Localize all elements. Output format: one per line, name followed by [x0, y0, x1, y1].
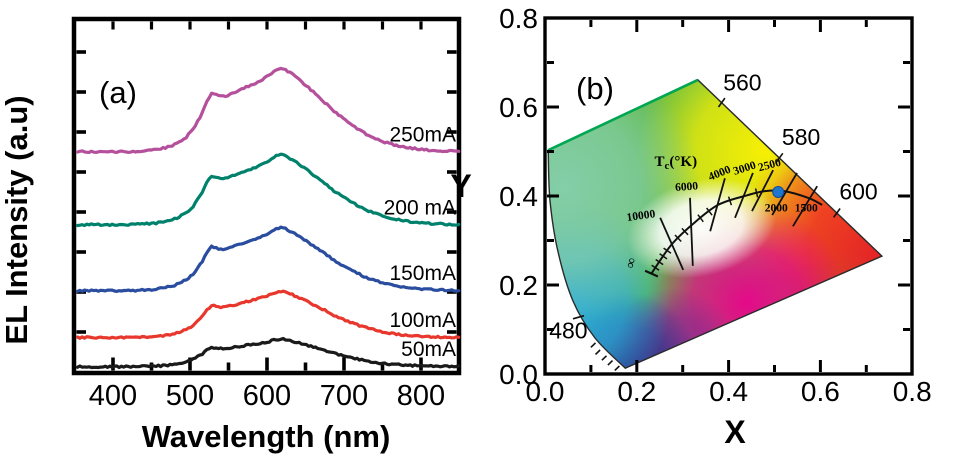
isotherm-minor-tick — [754, 188, 759, 198]
isotherm-minor-tick — [674, 234, 682, 243]
panel-a-x-tick-label: 700 — [320, 380, 368, 412]
panel-b-y-tick-label: 0.2 — [499, 270, 538, 301]
isotherm-minor-tick — [663, 247, 672, 254]
spectral-locus-tick — [572, 314, 585, 320]
panel-a-x-tick-label: 400 — [89, 380, 137, 412]
panel-a-x-axis-title: Wavelength (nm) — [142, 419, 391, 454]
spectral-locus-tick — [614, 365, 620, 371]
temperature-label: 1500 — [795, 203, 818, 215]
cie-green-edge — [547, 78, 699, 152]
isotherm-minor-tick — [655, 258, 664, 266]
panel-b-y-tick-label: 0.0 — [499, 359, 538, 390]
panel-b-y-tick-label: 0.6 — [499, 92, 538, 123]
spectral-locus-tick — [833, 208, 841, 218]
temperature-label: 2500 — [757, 157, 783, 175]
panel-b-x-axis-title: X — [724, 414, 746, 450]
panel-a-curve-50mA — [76, 336, 461, 370]
panel-b-x-tick-label: 0.4 — [709, 376, 748, 407]
panel-b-x-tick-label: 0.8 — [893, 376, 932, 407]
panel-a-series-label: 50mA — [401, 338, 456, 361]
wavelength-label: 580 — [782, 124, 820, 150]
panel-a-curve-250mA — [76, 66, 461, 154]
spectral-locus-tick — [775, 152, 784, 163]
spectral-locus-tick — [594, 349, 601, 355]
panel-b-plot-box — [543, 16, 914, 376]
isotherm-line — [709, 177, 726, 232]
panel-b-y-tick-label: 0.8 — [499, 3, 538, 34]
temperature-label: 10000 — [626, 208, 656, 224]
panel-b: 0.00.0 0.2 0.2 0.4 0.4 0.6 0.6 0.8 0.8 ∞ 10000 6000… — [499, 3, 932, 407]
temperature-label: 6000 — [675, 180, 699, 194]
isotherm-line — [734, 172, 754, 219]
spectral-locus-tick — [590, 342, 597, 348]
wavelength-label: 480 — [549, 317, 587, 343]
panel-b-y-axis-title: Y — [450, 168, 471, 204]
isotherm-minor-tick — [651, 264, 660, 271]
panel-b-label: (b) — [576, 71, 614, 106]
panel-a-curve-100mA — [76, 289, 461, 340]
panel-a-series-label: 250mA — [389, 124, 456, 147]
isotherm-minor-tick — [681, 227, 689, 236]
chromaticity-data-point — [772, 186, 785, 198]
panel-a-series-label: 150mA — [389, 262, 456, 285]
panel-a-series-label: 200 mA — [384, 196, 456, 219]
planckian-locus — [650, 189, 823, 274]
isotherm-line — [792, 185, 818, 227]
panel-b-x-tick-label: 0.2 — [617, 376, 656, 407]
panel-a-curve-200mA — [76, 152, 461, 228]
spectral-locus-tick — [607, 360, 614, 366]
panel-a-x-tick-label: 500 — [166, 380, 214, 412]
panel-a-x-tick-label: 800 — [397, 380, 445, 412]
wavelength-label: 560 — [723, 70, 761, 96]
panel-b-y-tick-label: 0.4 — [499, 181, 538, 212]
isotherm-line — [689, 197, 694, 266]
panel-b-x-tick-label: 0.0 — [526, 376, 565, 407]
isotherm-minor-tick — [706, 207, 713, 216]
spectral-locus-tick — [601, 355, 608, 361]
panel-a: 400 500 600 700 800 50mA 100mA 150mA 200 mA 250mA — [71, 16, 462, 412]
panel-a-plot-box — [71, 16, 462, 376]
isotherm-minor-tick — [697, 214, 704, 223]
panel-a-curve-150mA — [76, 225, 461, 293]
isotherm-line — [751, 169, 774, 212]
panel-a-label: (a) — [99, 75, 137, 110]
isotherm-line — [659, 217, 685, 271]
isotherm-minor-tick — [659, 253, 668, 260]
isotherm-minor-tick — [727, 196, 733, 206]
temperature-label: 2000 — [765, 203, 788, 215]
spectral-locus-tick — [717, 97, 726, 108]
panel-a-series-label: 100mA — [389, 309, 456, 332]
temperature-label: ∞ — [623, 256, 640, 270]
cie-gamut-outline — [547, 79, 884, 370]
wavelength-label: 600 — [839, 179, 877, 205]
panel-a-y-axis-title: EL Intensity (a.u) — [0, 95, 34, 344]
panel-b-x-tick-label: 0.6 — [801, 376, 840, 407]
locus-end-bar — [644, 269, 659, 278]
isotherm-line — [771, 172, 798, 216]
panel-a-x-tick-label: 600 — [243, 380, 291, 412]
tc-title: Tc(°K) — [655, 154, 698, 172]
